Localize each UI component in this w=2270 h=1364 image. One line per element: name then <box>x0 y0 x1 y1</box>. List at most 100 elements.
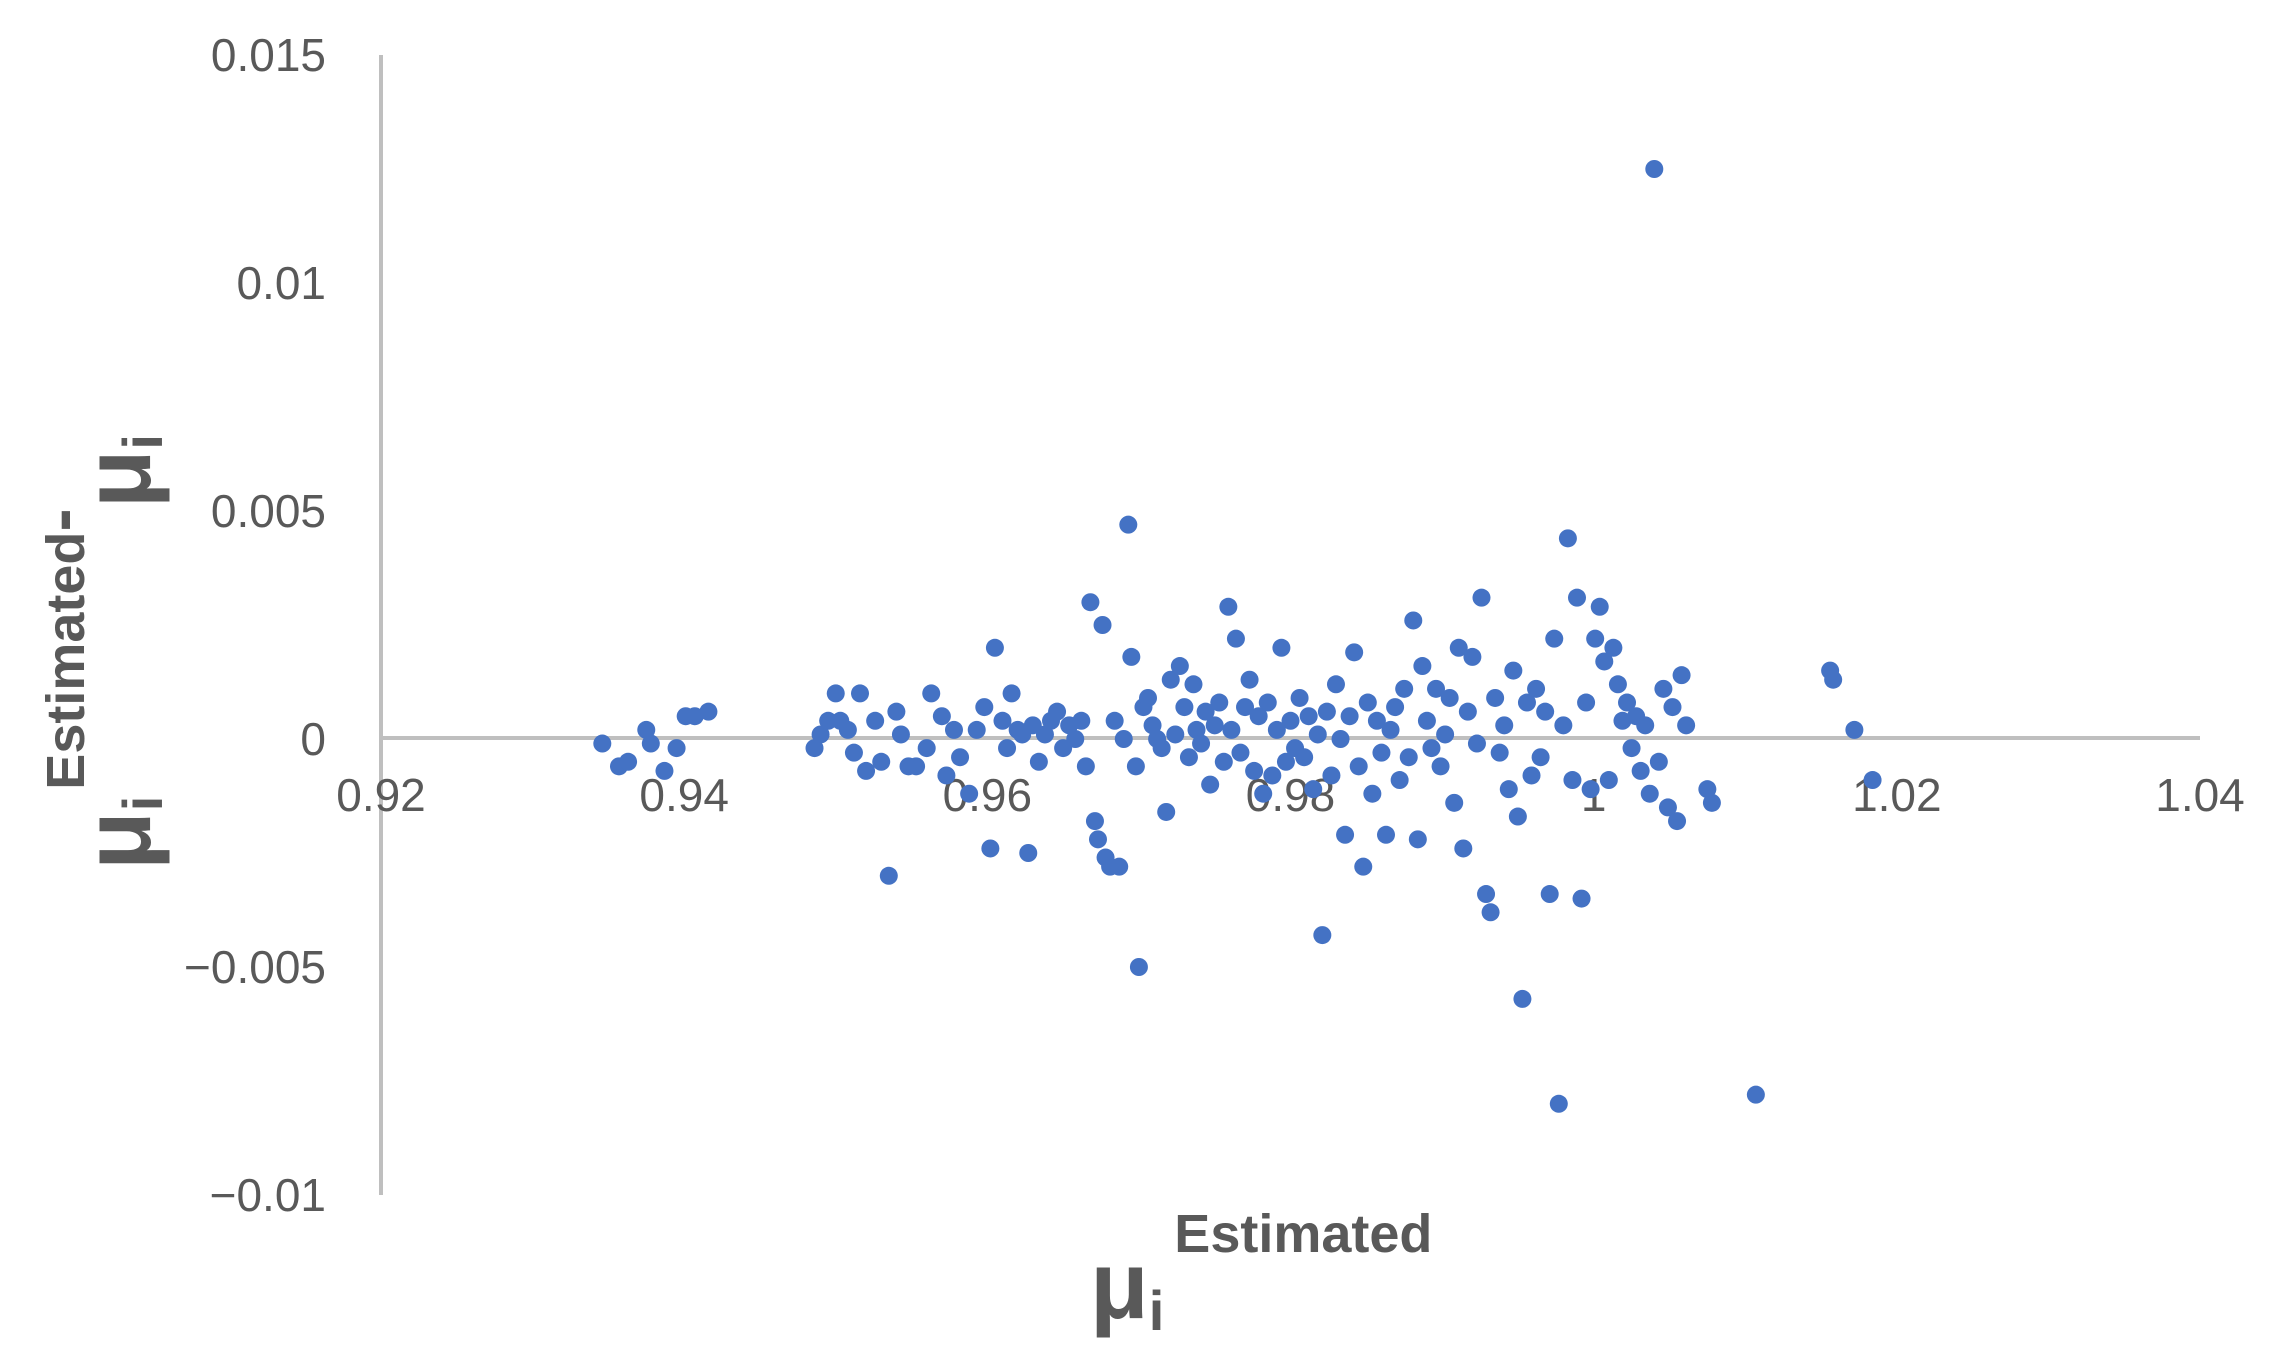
data-point <box>1618 693 1637 712</box>
data-point <box>1586 629 1605 648</box>
data-point <box>1340 707 1359 726</box>
data-point <box>1272 638 1291 657</box>
data-point <box>857 761 876 780</box>
data-point <box>887 702 906 721</box>
data-point <box>1490 743 1509 762</box>
data-point <box>1354 857 1373 876</box>
data-point <box>1698 780 1717 799</box>
data-point <box>1326 675 1345 694</box>
data-point <box>1019 844 1038 862</box>
data-point <box>1622 739 1641 758</box>
data-point <box>1184 675 1203 694</box>
data-point <box>1093 616 1112 634</box>
data-point <box>1214 752 1233 771</box>
data-point <box>1386 698 1405 717</box>
data-point <box>1236 698 1255 717</box>
data-point <box>1066 730 1085 748</box>
data-point <box>1219 597 1238 616</box>
data-point <box>1522 766 1541 785</box>
data-points <box>593 160 1882 1113</box>
data-point <box>1076 757 1095 776</box>
data-point <box>1381 720 1400 739</box>
data-point <box>637 720 656 739</box>
data-point <box>879 866 898 885</box>
data-point <box>1222 720 1241 739</box>
data-point <box>1658 798 1677 817</box>
data-point <box>1152 739 1171 758</box>
data-point <box>907 757 926 776</box>
data-point <box>1399 748 1418 767</box>
data-point <box>1413 657 1432 676</box>
data-point <box>1358 693 1377 712</box>
data-point <box>1449 638 1468 657</box>
data-point <box>1824 670 1843 689</box>
y-axis-title-minus: - <box>21 508 99 531</box>
data-point <box>851 684 870 703</box>
data-point <box>1636 716 1655 735</box>
data-point <box>1472 588 1491 607</box>
x-tick-label: 1.04 <box>2155 769 2245 821</box>
data-point <box>1545 629 1564 648</box>
data-point <box>1390 771 1409 790</box>
data-point <box>1201 775 1220 794</box>
data-point <box>1504 661 1523 680</box>
data-point <box>998 739 1017 758</box>
data-point <box>699 702 718 721</box>
data-point <box>655 761 674 780</box>
data-point <box>1367 711 1386 730</box>
data-point <box>1540 885 1559 904</box>
data-point <box>1631 761 1650 780</box>
data-point <box>1395 679 1414 698</box>
y-axis-title-base: μ <box>64 811 171 870</box>
data-point <box>944 720 963 739</box>
y-axis-title: μiEstimated-μi <box>21 434 174 870</box>
y-tick-label: −0.005 <box>184 941 326 993</box>
data-point <box>1668 812 1687 831</box>
data-point <box>811 725 830 744</box>
data-point <box>1336 825 1355 844</box>
data-point <box>641 734 660 753</box>
data-point <box>1654 679 1673 698</box>
data-point <box>1531 748 1550 767</box>
data-point <box>826 684 845 703</box>
data-point <box>1431 757 1450 776</box>
data-point <box>1677 716 1696 735</box>
data-point <box>1640 784 1659 803</box>
data-point <box>1376 825 1395 844</box>
data-point <box>1508 807 1527 826</box>
y-tick-label: −0.01 <box>210 1169 326 1221</box>
data-point <box>932 707 951 726</box>
data-point <box>1179 748 1198 767</box>
data-point <box>1119 515 1138 534</box>
data-point <box>1427 679 1446 698</box>
data-point <box>1349 757 1368 776</box>
data-point <box>1608 675 1627 694</box>
data-point <box>1157 802 1176 821</box>
data-point <box>1408 830 1427 849</box>
y-tick-label: 0 <box>300 713 326 765</box>
data-point <box>1845 720 1864 739</box>
data-point <box>667 739 686 758</box>
data-point <box>1129 958 1148 976</box>
data-point <box>1663 698 1682 717</box>
x-axis-title: μiEstimated <box>1090 1204 1432 1342</box>
data-point <box>1372 743 1391 762</box>
data-point <box>1567 588 1586 607</box>
data-point <box>1276 752 1295 771</box>
data-point <box>985 638 1004 657</box>
x-tick-label: 0.94 <box>639 769 729 821</box>
data-point <box>1002 684 1021 703</box>
data-point <box>1863 771 1882 790</box>
data-point <box>1331 730 1350 748</box>
data-point <box>619 752 638 771</box>
data-point <box>922 684 941 703</box>
data-point <box>1081 593 1100 612</box>
data-point <box>1126 757 1145 776</box>
data-point <box>1313 926 1332 945</box>
data-point <box>1029 752 1048 771</box>
x-tick-label: 0.96 <box>943 769 1033 821</box>
data-point <box>1581 780 1600 799</box>
data-point <box>1595 652 1614 671</box>
data-point <box>1590 597 1609 616</box>
y-tick-labels: 0.015 0.01 0.005 0 −0.005 −0.01 <box>184 29 326 1221</box>
